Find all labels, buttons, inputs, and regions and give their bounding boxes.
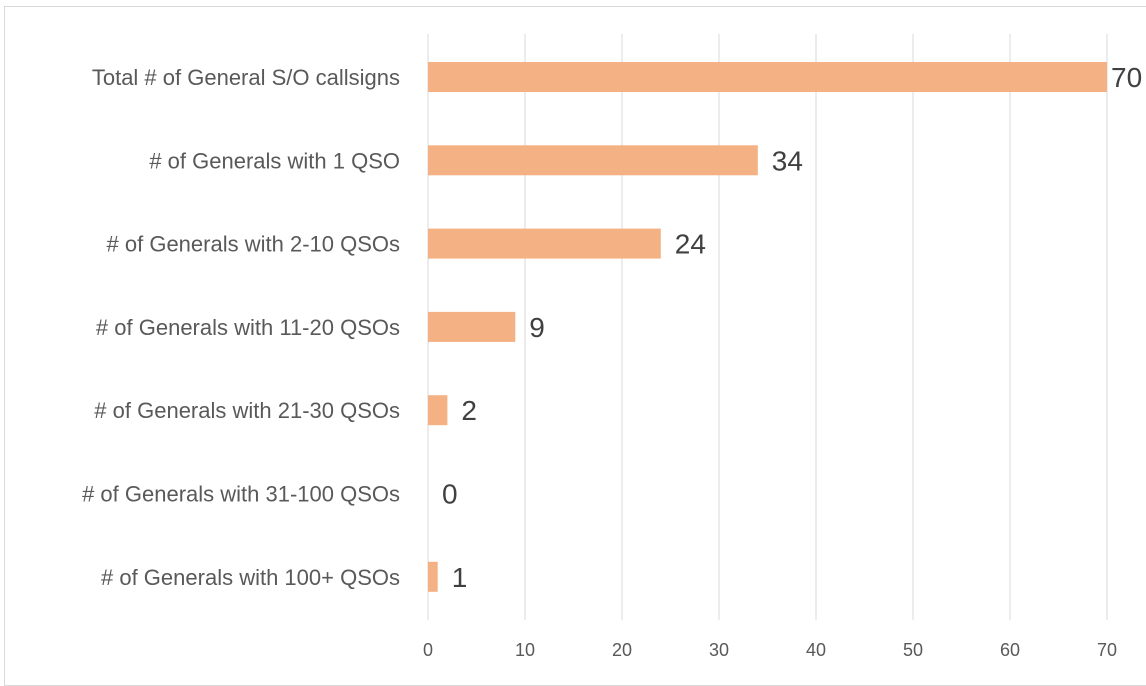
data-label: 0 (442, 479, 458, 510)
category-label: Total # of General S/O callsigns (92, 65, 400, 90)
data-label: 2 (461, 395, 477, 426)
data-label: 1 (452, 562, 468, 593)
bar (428, 561, 438, 592)
bar (428, 145, 758, 176)
category-label: # of Generals with 11-20 QSOs (96, 315, 400, 340)
bar (428, 311, 516, 342)
bar (428, 62, 1107, 92)
x-tick-label: 30 (709, 640, 729, 660)
data-label: 34 (772, 145, 803, 176)
category-label: # of Generals with 2-10 QSOs (107, 232, 400, 257)
data-label: 24 (675, 229, 706, 260)
category-label: # of Generals with 100+ QSOs (101, 565, 400, 590)
x-tick-label: 0 (423, 640, 433, 660)
x-tick-label: 70 (1097, 640, 1117, 660)
data-label: 9 (529, 312, 545, 343)
x-tick-label: 10 (515, 640, 535, 660)
bar (428, 395, 448, 426)
x-tick-label: 50 (903, 640, 923, 660)
x-tick-label: 20 (612, 640, 632, 660)
x-tick-label: 40 (806, 640, 826, 660)
category-label: # of Generals with 1 QSO (149, 148, 400, 173)
bars (428, 62, 1107, 592)
chart-frame (4, 6, 1146, 686)
x-tick-label: 60 (1000, 640, 1020, 660)
bar (428, 228, 661, 259)
category-label: # of Generals with 31-100 QSOs (82, 482, 400, 507)
category-label: # of Generals with 21-30 QSOs (94, 398, 400, 423)
data-label: 70 (1111, 62, 1142, 93)
